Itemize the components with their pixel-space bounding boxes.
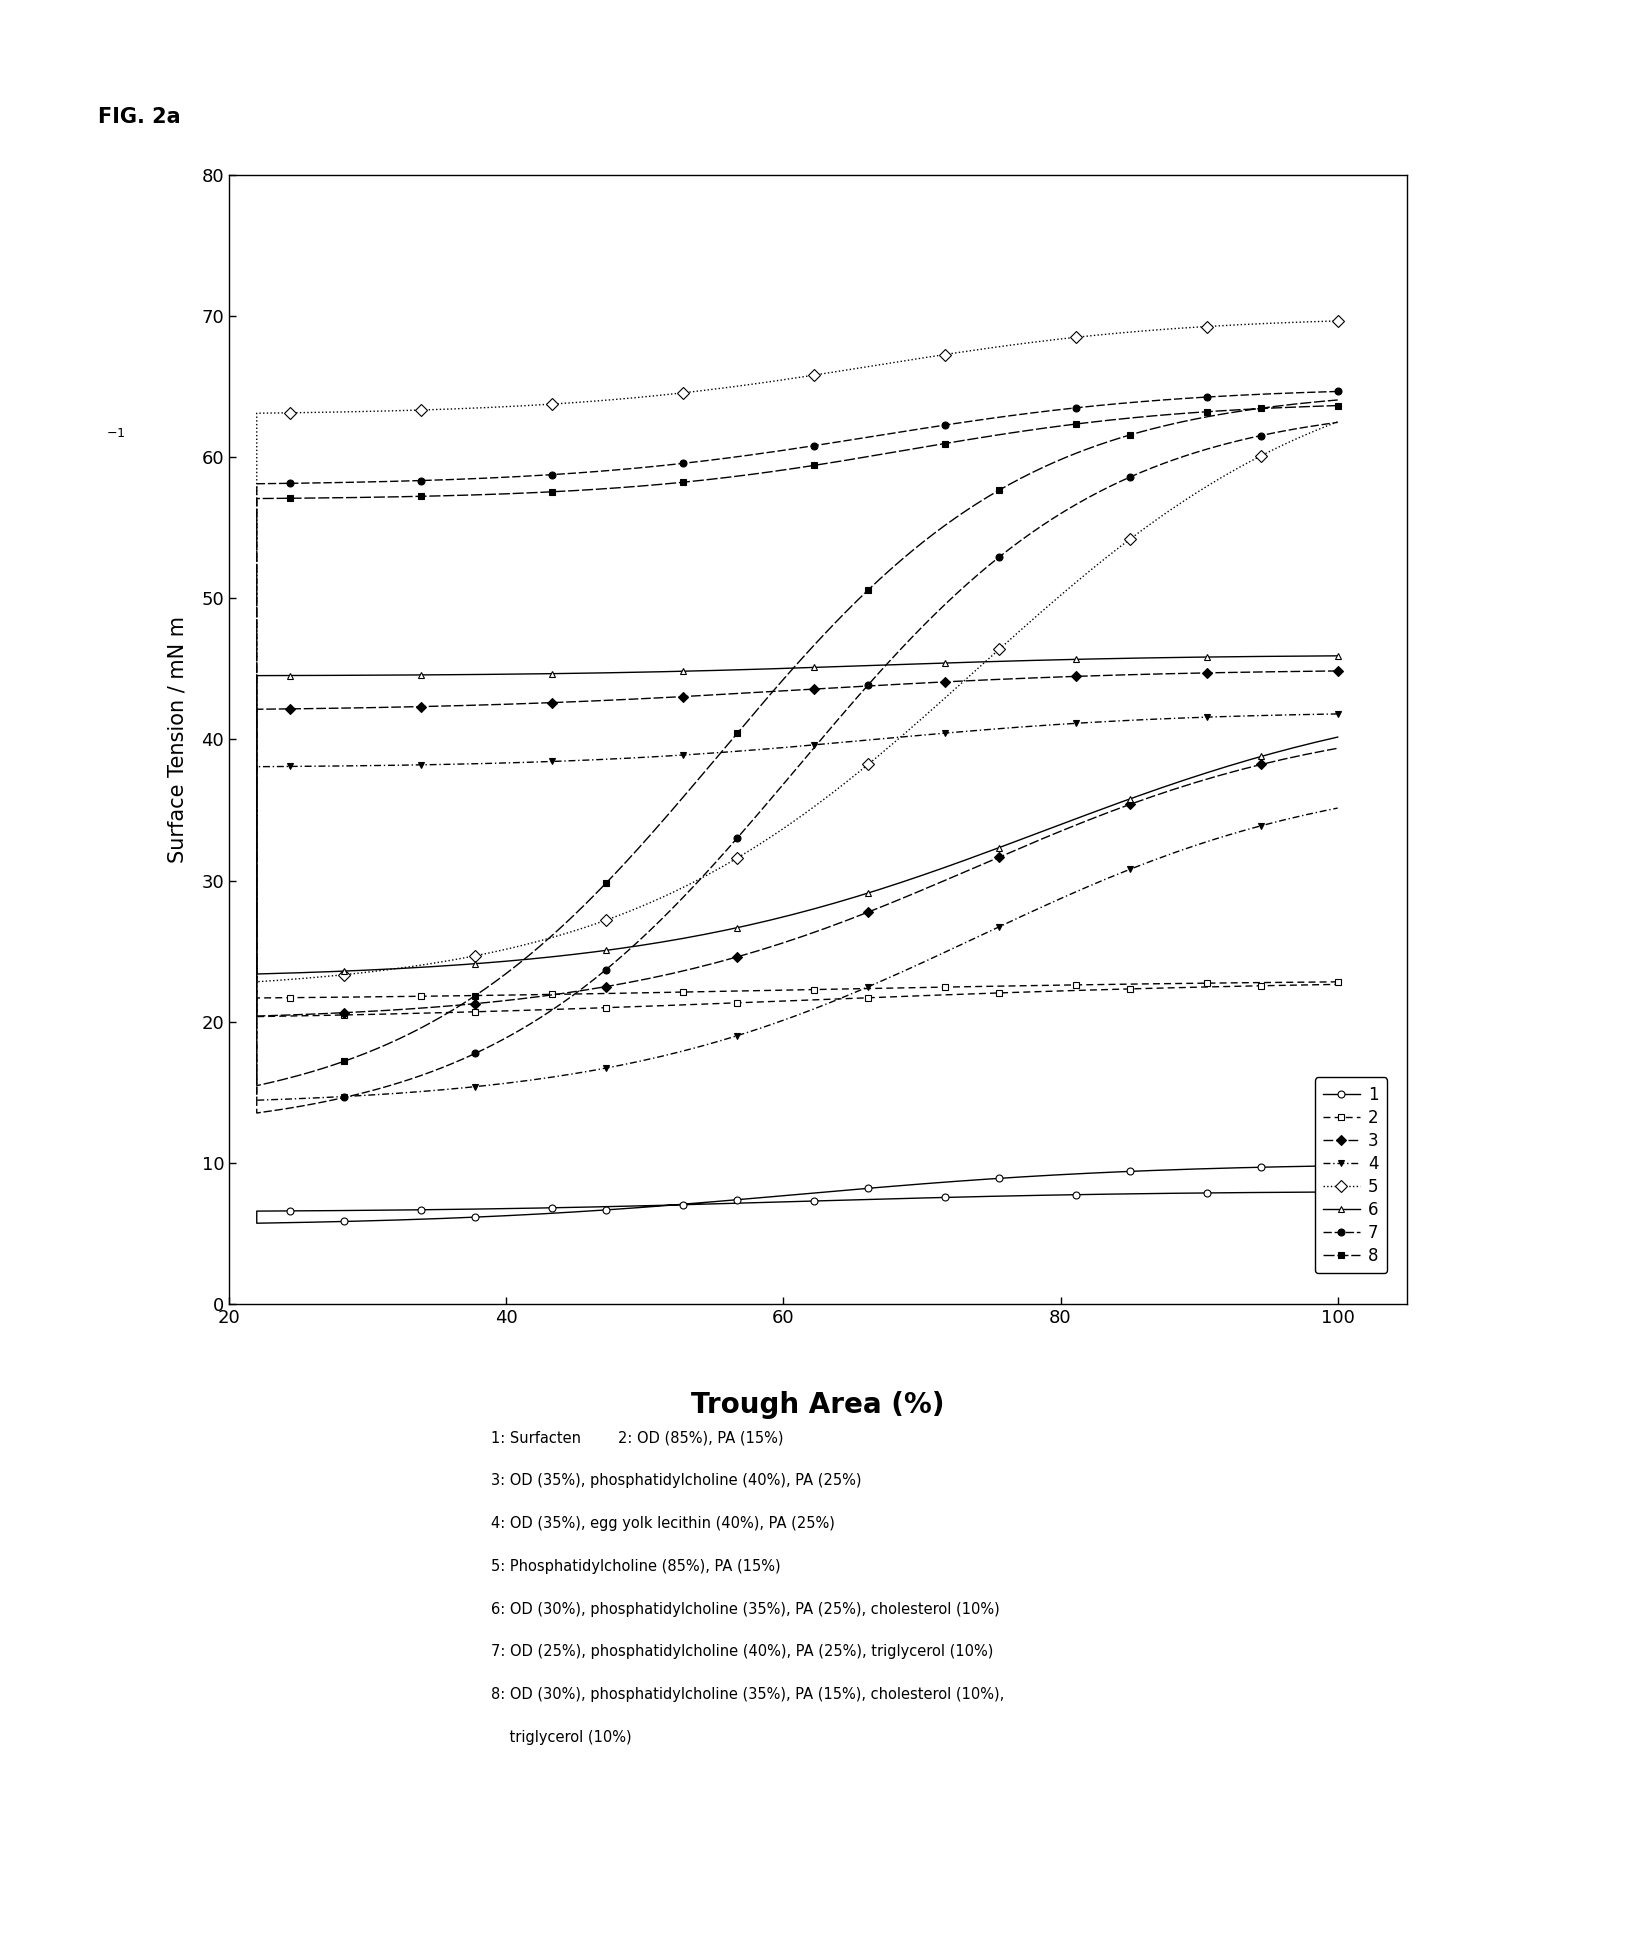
5 <box>1240 313 1260 337</box>
4 <box>1230 819 1250 843</box>
8 <box>1328 393 1348 416</box>
1 <box>1230 1156 1250 1179</box>
3 <box>247 1004 267 1027</box>
4 <box>924 722 944 745</box>
6 <box>1198 646 1217 669</box>
Text: $^{-1}$: $^{-1}$ <box>106 428 126 448</box>
8 <box>1230 399 1250 422</box>
Text: triglycerol (10%): triglycerol (10%) <box>491 1730 631 1746</box>
Text: 6: OD (30%), phosphatidylcholine (35%), PA (25%), cholesterol (10%): 6: OD (30%), phosphatidylcholine (35%), … <box>491 1602 1000 1617</box>
1 <box>924 1185 944 1208</box>
Line: 8: 8 <box>254 397 1342 1090</box>
7 <box>1328 411 1348 434</box>
2 <box>1230 975 1250 998</box>
Legend: 1, 2, 3, 4, 5, 6, 7, 8: 1, 2, 3, 4, 5, 6, 7, 8 <box>1315 1078 1387 1273</box>
5 <box>1230 455 1250 479</box>
8 <box>1240 397 1260 420</box>
3 <box>1240 660 1260 683</box>
1 <box>1198 1181 1217 1205</box>
2 <box>749 979 769 1002</box>
1 <box>247 1212 267 1236</box>
5 <box>749 372 769 395</box>
Text: 8: OD (30%), phosphatidylcholine (35%), PA (15%), cholesterol (10%),: 8: OD (30%), phosphatidylcholine (35%), … <box>491 1687 1005 1703</box>
7 <box>1240 383 1260 407</box>
Y-axis label: Surface Tension / mN m: Surface Tension / mN m <box>167 617 188 862</box>
3 <box>1153 780 1173 804</box>
7 <box>1328 379 1348 403</box>
8 <box>924 434 944 457</box>
8 <box>1153 414 1173 438</box>
7 <box>1198 385 1217 409</box>
5 <box>1328 309 1348 333</box>
2 <box>924 975 944 998</box>
4 <box>1328 796 1348 819</box>
1 <box>1328 1154 1348 1177</box>
6 <box>1153 776 1173 800</box>
Text: 4: OD (35%), egg yolk lecithin (40%), PA (25%): 4: OD (35%), egg yolk lecithin (40%), PA… <box>491 1516 834 1532</box>
7 <box>247 1101 267 1125</box>
7 <box>1230 428 1250 451</box>
1 <box>749 1191 769 1214</box>
4 <box>1198 706 1217 730</box>
2 <box>1328 971 1348 994</box>
5 <box>924 344 944 368</box>
8 <box>1328 389 1348 413</box>
Text: 7: OD (25%), phosphatidylcholine (40%), PA (25%), triglycerol (10%): 7: OD (25%), phosphatidylcholine (40%), … <box>491 1644 993 1660</box>
3 <box>1328 660 1348 683</box>
5 <box>1198 315 1217 339</box>
8 <box>247 1074 267 1098</box>
6 <box>247 963 267 987</box>
6 <box>924 652 944 675</box>
Line: 1: 1 <box>254 1162 1342 1226</box>
7 <box>924 414 944 438</box>
8 <box>1198 401 1217 424</box>
2 <box>1198 971 1217 994</box>
2 <box>247 1004 267 1027</box>
8 <box>749 461 769 485</box>
7 <box>1153 451 1173 475</box>
Line: 4: 4 <box>254 710 1342 1103</box>
Line: 2: 2 <box>254 979 1342 1020</box>
4 <box>1153 845 1173 868</box>
Text: 3: OD (35%), phosphatidylcholine (40%), PA (25%): 3: OD (35%), phosphatidylcholine (40%), … <box>491 1473 861 1489</box>
2 <box>1240 971 1260 994</box>
1 <box>1153 1158 1173 1181</box>
4 <box>1240 704 1260 728</box>
Text: Trough Area (%): Trough Area (%) <box>692 1391 944 1419</box>
6 <box>1328 726 1348 749</box>
2 <box>1328 973 1348 996</box>
4 <box>1328 703 1348 726</box>
5 <box>247 971 267 994</box>
6 <box>1230 751 1250 775</box>
3 <box>924 671 944 695</box>
6 <box>1240 644 1260 667</box>
Line: 5: 5 <box>252 317 1342 987</box>
Line: 3: 3 <box>254 667 1342 1020</box>
Line: 6: 6 <box>254 652 1342 977</box>
4 <box>247 1088 267 1111</box>
Text: 1: Surfacten        2: OD (85%), PA (15%): 1: Surfacten 2: OD (85%), PA (15%) <box>491 1430 784 1446</box>
1 <box>1328 1181 1348 1205</box>
3 <box>1328 738 1348 761</box>
3 <box>1198 662 1217 685</box>
7 <box>749 442 769 465</box>
5 <box>1328 411 1348 434</box>
Text: FIG. 2a: FIG. 2a <box>98 107 182 126</box>
4 <box>749 738 769 761</box>
3 <box>749 681 769 704</box>
5 <box>1153 504 1173 527</box>
2 <box>1153 977 1173 1000</box>
1 <box>1240 1181 1260 1205</box>
6 <box>749 658 769 681</box>
6 <box>1328 644 1348 667</box>
Text: 5: Phosphatidylcholine (85%), PA (15%): 5: Phosphatidylcholine (85%), PA (15%) <box>491 1559 780 1574</box>
3 <box>1230 759 1250 782</box>
Line: 7: 7 <box>254 387 1342 1117</box>
